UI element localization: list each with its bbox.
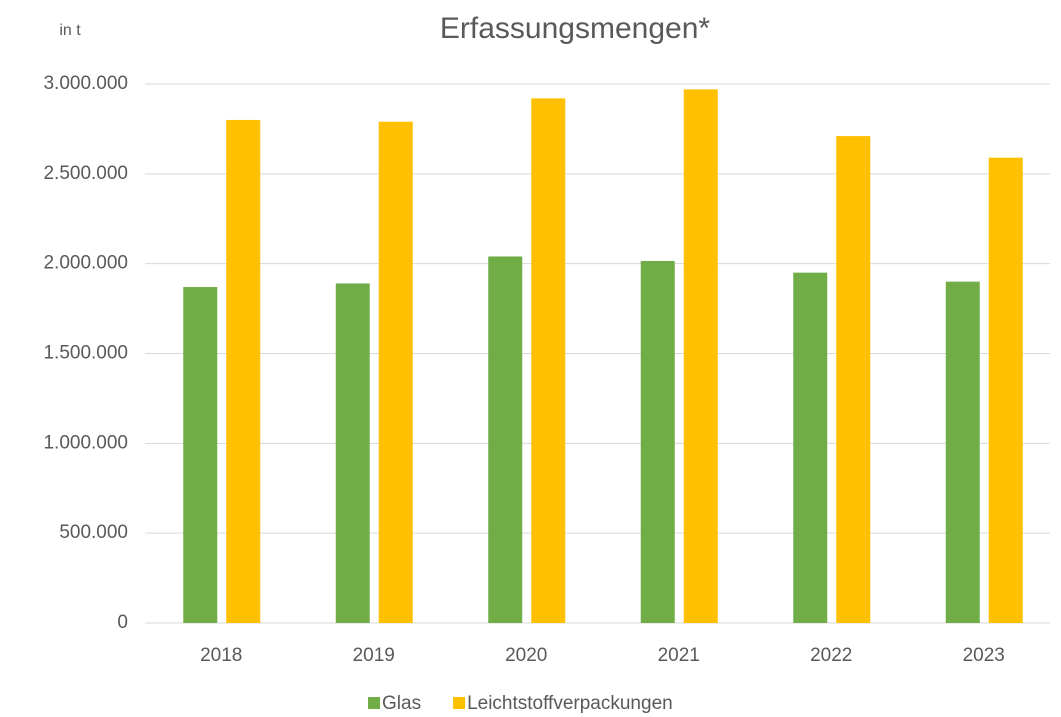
x-tick-label: 2018: [200, 645, 242, 666]
bar: [836, 136, 871, 623]
bar: [378, 121, 413, 623]
y-tick-label: 1.000.000: [43, 432, 128, 453]
bar: [793, 272, 828, 623]
legend-swatch: [368, 697, 380, 709]
legend-label: Glas: [382, 693, 421, 714]
y-tick-label: 2.000.000: [43, 253, 128, 274]
x-tick-label: 2019: [353, 645, 395, 666]
bar: [683, 89, 718, 623]
legend-label: Leichtstoffverpackungen: [467, 693, 673, 714]
y-tick-label: 2.500.000: [43, 163, 128, 184]
x-tick-label: 2020: [505, 645, 547, 666]
bar: [531, 98, 566, 623]
y-tick-label: 500.000: [59, 522, 128, 543]
y-tick-label: 3.000.000: [43, 73, 128, 94]
bar: [945, 281, 980, 623]
bar: [988, 157, 1023, 623]
x-tick-label: 2023: [963, 645, 1005, 666]
y-tick-label: 0: [117, 612, 128, 633]
y-axis-label: in t: [59, 22, 81, 39]
legend-swatch: [453, 697, 466, 709]
y-tick-label: 1.500.000: [43, 343, 128, 364]
x-tick-label: 2022: [810, 645, 852, 666]
chart-title: Erfassungsmengen*: [440, 12, 710, 45]
bar: [335, 283, 370, 623]
bar: [183, 287, 218, 623]
bar: [640, 260, 675, 623]
x-tick-label: 2021: [658, 645, 700, 666]
bar: [488, 256, 523, 623]
bar: [226, 119, 261, 623]
